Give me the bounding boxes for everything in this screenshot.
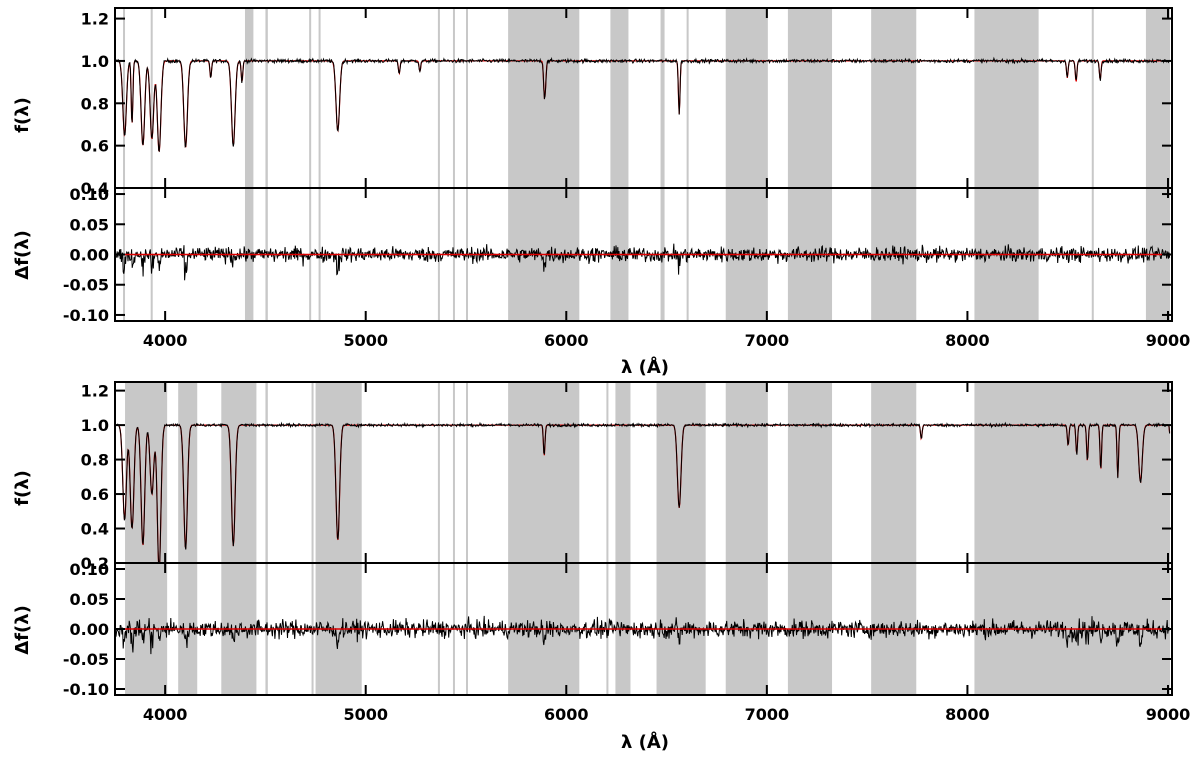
upper-residual-series-group xyxy=(115,243,1172,281)
upper-spectrum-masked-region xyxy=(974,8,1039,188)
upper-spectrum-masked-region xyxy=(686,8,689,188)
upper-spectrum-panel: 0.4 0.6 0.8 1.0 1.2 xyxy=(81,7,1173,198)
lower-spectrum-masked-region xyxy=(265,382,268,563)
upper-spectrum-ytick-label: 0.4 xyxy=(81,179,109,198)
lower-spectrum-panel: 0.2 0.4 0.6 0.8 1.0 1.2 xyxy=(81,381,1173,573)
upper-spectrum-ytick-label: 0.6 xyxy=(81,137,109,156)
lower-spectrum-masked-region xyxy=(508,382,580,563)
lower-spectrum-ytick-label: 1.2 xyxy=(81,382,109,401)
lower-residual-series-group xyxy=(115,615,1172,655)
upper-spectrum-data-line xyxy=(115,56,1171,153)
upper-residual-ytick-label: 0.10 xyxy=(70,185,109,204)
upper-residual-ytick-label: -0.10 xyxy=(63,306,109,325)
upper-residual-ytick-label: 0.00 xyxy=(70,246,109,265)
upper-spectrum-masked-region xyxy=(265,8,268,188)
upper-residual-panel: -0.10 -0.05 0.00 0.05 0.10 4000 5000 6000 7000 80… xyxy=(63,185,1190,350)
lower-residual-ytick-label: -0.05 xyxy=(63,650,109,669)
lower-spectrum-masked-region xyxy=(452,382,455,563)
upper-residual-ylabel: Δf(λ) xyxy=(12,230,33,280)
upper-spectrum-masked-region xyxy=(150,8,153,188)
upper-residual-ytick-label: 0.05 xyxy=(70,215,109,234)
upper-xtick-label: 8000 xyxy=(945,331,990,350)
lower-spectrum-series-group xyxy=(115,421,1171,563)
upper-spectrum-ytick-label: 1.2 xyxy=(81,10,109,29)
lower-residual-ytick-label: 0.05 xyxy=(70,590,109,609)
lower-spectrum-masked-region xyxy=(974,382,1170,563)
upper-spectrum-ylabel: f(λ) xyxy=(12,97,33,133)
upper-xtick-label: 4000 xyxy=(143,331,188,350)
upper-spectrum-masked-region xyxy=(660,8,665,188)
upper-spectrum-masked-region xyxy=(787,8,833,188)
upper-spectrum-masked-region xyxy=(1145,8,1170,188)
lower-xtick-label: 9000 xyxy=(1146,705,1191,724)
upper-spectrum-masked-region xyxy=(725,8,768,188)
lower-spectrum-masked-region xyxy=(615,382,631,563)
upper-spectrum-masked-region xyxy=(871,8,917,188)
lower-spectrum-masked-region xyxy=(606,382,609,563)
upper-xtick-label: 7000 xyxy=(745,331,790,350)
upper-xtick-label: 5000 xyxy=(343,331,388,350)
upper-figure: 0.4 0.6 0.8 1.0 1.2 -0.10 -0.05 0.00 0.05 0.10 40… xyxy=(12,7,1190,378)
upper-xlabel: λ (Å) xyxy=(621,355,669,378)
lower-residual-ylabel: Δf(λ) xyxy=(12,605,33,655)
lower-xtick-label: 6000 xyxy=(544,705,589,724)
upper-spectrum-ytick-label: 0.8 xyxy=(81,94,109,113)
lower-figure: 0.2 0.4 0.6 0.8 1.0 1.2 -0.10 -0.05 0.00 0.05 0.1… xyxy=(12,381,1190,753)
lower-spectrum-ytick-label: 1.0 xyxy=(81,416,109,435)
lower-spectrum-masked-region xyxy=(221,382,257,563)
lower-spectrum-ylabel: f(λ) xyxy=(12,470,33,506)
lower-xtick-label: 8000 xyxy=(945,705,990,724)
lower-spectrum-masked-region xyxy=(787,382,833,563)
lower-spectrum-data-line xyxy=(115,421,1171,563)
lower-spectrum-masked-region xyxy=(725,382,768,563)
upper-xtick-label: 9000 xyxy=(1146,331,1191,350)
lower-spectrum-ytick-label: 0.4 xyxy=(81,520,109,539)
upper-spectrum-masked-region xyxy=(309,8,312,188)
upper-spectrum-masked-region xyxy=(1091,8,1094,188)
lower-xtick-label: 7000 xyxy=(745,705,790,724)
lower-spectrum-ytick-label: 0.2 xyxy=(81,554,109,573)
lower-xtick-label: 5000 xyxy=(343,705,388,724)
upper-spectrum-masked-region xyxy=(610,8,629,188)
upper-spectrum-masked-region xyxy=(437,8,440,188)
upper-spectrum-masked-region xyxy=(465,8,469,188)
lower-residual-ytick-label: 0.10 xyxy=(70,560,109,579)
lower-spectrum-masked-region xyxy=(437,382,440,563)
upper-spectrum-masked-region xyxy=(244,8,254,188)
lower-residual-ytick-label: 0.00 xyxy=(70,620,109,639)
upper-spectrum-masked-region xyxy=(123,8,126,188)
upper-spectrum-masked-region xyxy=(318,8,321,188)
lower-spectrum-masked-region xyxy=(465,382,469,563)
lower-xlabel: λ (Å) xyxy=(621,730,669,753)
upper-spectrum-ytick-label: 1.0 xyxy=(81,52,109,71)
lower-spectrum-ytick-label: 0.8 xyxy=(81,451,109,470)
upper-spectrum-series-group xyxy=(115,56,1171,153)
lower-spectrum-masked-region xyxy=(311,382,314,563)
upper-spectrum-masked-region xyxy=(508,8,580,188)
upper-xtick-label: 6000 xyxy=(544,331,589,350)
lower-xtick-label: 4000 xyxy=(143,705,188,724)
upper-residual-ytick-label: -0.05 xyxy=(63,276,109,295)
lower-residual-data-line xyxy=(115,615,1171,655)
lower-spectrum-masked-region xyxy=(871,382,917,563)
upper-spectrum-masked-region xyxy=(452,8,455,188)
lower-spectrum-ytick-label: 0.6 xyxy=(81,485,109,504)
lower-residual-ytick-label: -0.10 xyxy=(63,680,109,699)
lower-residual-panel: -0.10 -0.05 0.00 0.05 0.10 4000 5000 6000 7000 80… xyxy=(63,560,1190,724)
